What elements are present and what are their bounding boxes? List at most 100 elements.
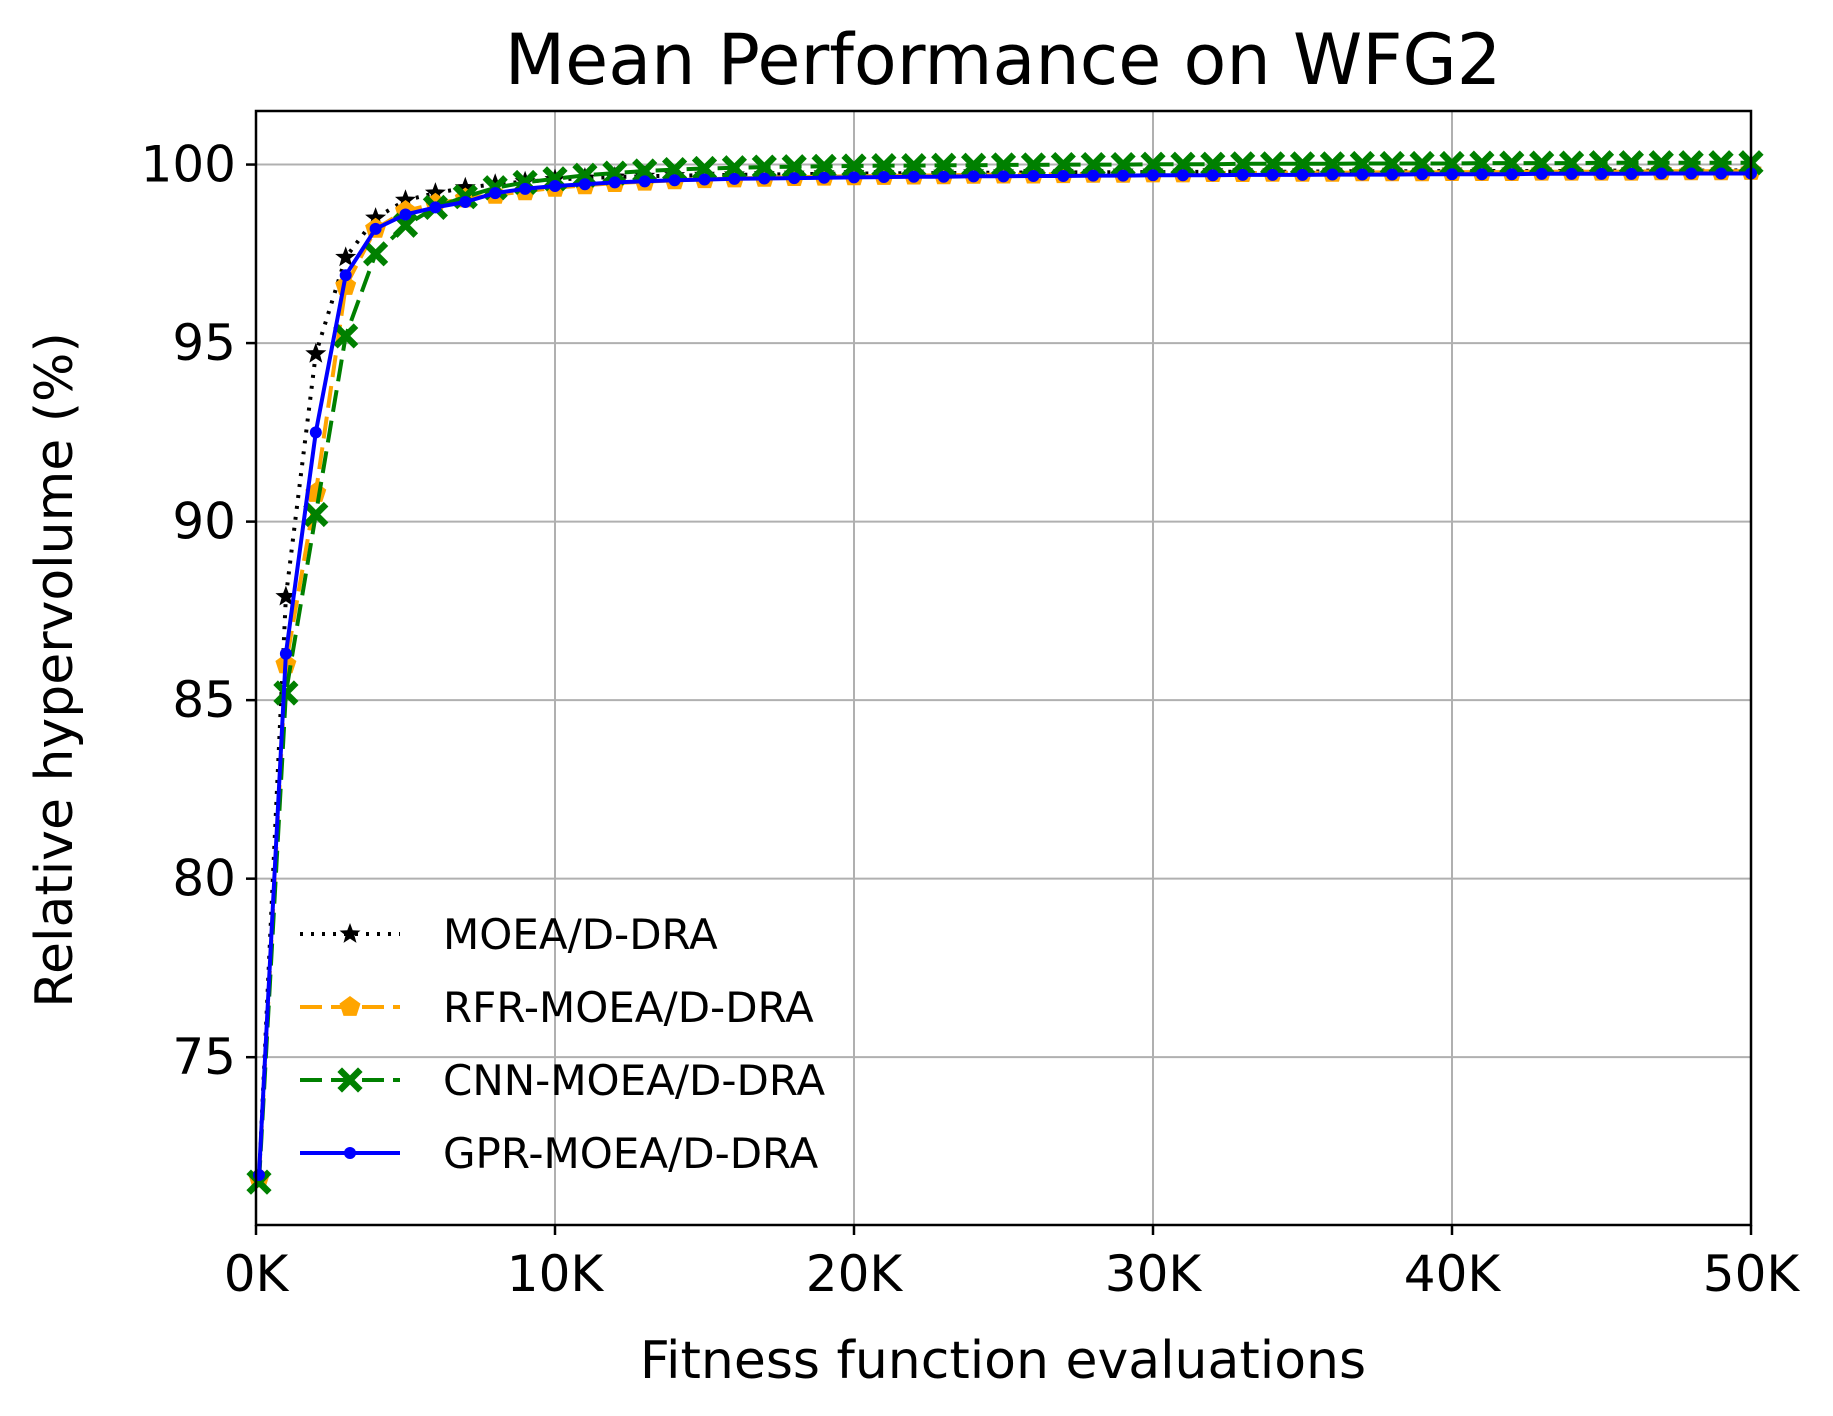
y-tick-label: 85 xyxy=(172,671,236,729)
data-point xyxy=(1715,167,1728,180)
data-point xyxy=(578,178,591,191)
y-tick-label: 80 xyxy=(172,850,236,908)
data-point xyxy=(1266,168,1279,181)
legend-marker xyxy=(339,923,361,943)
data-point xyxy=(1319,151,1345,177)
data-point xyxy=(429,201,442,214)
data-point xyxy=(632,158,658,184)
data-point xyxy=(1409,150,1435,177)
data-point xyxy=(275,585,297,606)
data-point xyxy=(1289,151,1316,177)
legend-entry: GPR-MOEA/D-DRA xyxy=(300,1129,819,1178)
data-point xyxy=(1565,167,1578,180)
data-point xyxy=(698,173,711,186)
series-line xyxy=(257,168,1752,1179)
data-point xyxy=(691,155,718,182)
data-point xyxy=(1559,150,1585,176)
data-point xyxy=(1200,151,1226,177)
data-point xyxy=(1326,168,1339,181)
data-point xyxy=(549,179,561,192)
data-point xyxy=(363,241,389,267)
data-point xyxy=(662,156,688,183)
data-point xyxy=(1147,169,1159,182)
data-point xyxy=(638,175,651,188)
data-point xyxy=(997,170,1010,183)
data-point xyxy=(392,212,419,238)
data-point xyxy=(1678,150,1704,176)
data-point xyxy=(1588,150,1615,176)
data-point xyxy=(1117,169,1130,182)
data-point xyxy=(608,176,621,189)
data-point xyxy=(907,170,920,183)
data-point xyxy=(1625,167,1638,180)
data-point xyxy=(395,189,416,210)
data-point xyxy=(1020,152,1046,178)
x-tick-label: 40K xyxy=(1404,1245,1502,1303)
data-point xyxy=(901,153,927,179)
data-point xyxy=(1648,150,1674,176)
data-point xyxy=(602,160,628,186)
data-point xyxy=(335,246,357,267)
data-point xyxy=(1236,168,1249,181)
data-point xyxy=(1110,151,1136,178)
data-point xyxy=(841,153,867,179)
data-point xyxy=(399,208,412,221)
y-tick-label: 75 xyxy=(172,1028,236,1086)
data-point xyxy=(728,172,741,185)
data-point xyxy=(937,170,950,183)
data-point xyxy=(1080,151,1106,178)
legend-marker xyxy=(344,1147,356,1159)
data-point xyxy=(1296,168,1309,181)
y-tick-label: 100 xyxy=(141,136,236,194)
data-point xyxy=(931,152,957,178)
legend-label: RFR-MOEA/D-DRA xyxy=(443,983,814,1032)
data-point xyxy=(818,171,831,184)
legend: MOEA/D-DRA RFR-MOEA/D-DRA CNN-MOEA/D-DRA GP… xyxy=(300,910,825,1178)
data-point xyxy=(1260,151,1286,177)
data-point xyxy=(572,162,598,188)
y-tick-label: 90 xyxy=(172,493,236,551)
data-point xyxy=(1595,167,1608,180)
legend-marker xyxy=(339,996,361,1016)
data-point xyxy=(1505,168,1518,181)
data-point xyxy=(1170,151,1196,177)
data-point xyxy=(305,342,327,363)
data-point xyxy=(1416,168,1429,181)
legend-entry: RFR-MOEA/D-DRA xyxy=(300,983,814,1032)
data-point xyxy=(788,172,801,185)
data-point xyxy=(279,647,292,660)
y-axis-title: Relative hypervolume (%) xyxy=(25,332,85,1008)
data-point xyxy=(339,269,352,282)
data-point xyxy=(1140,151,1166,177)
data-point xyxy=(1469,150,1495,176)
legend-label: CNN-MOEA/D-DRA xyxy=(443,1056,825,1105)
legend-entry: MOEA/D-DRA xyxy=(300,910,718,959)
data-point xyxy=(1475,168,1488,181)
data-point xyxy=(1349,150,1375,177)
data-point xyxy=(1057,169,1070,182)
data-point xyxy=(848,171,860,184)
data-point xyxy=(424,182,446,202)
axis-ticks: 0K 10K 20K 30K 40K 50K 75 80 85 90 95 100 xyxy=(141,136,1801,1303)
data-point xyxy=(877,171,890,184)
data-point xyxy=(309,426,322,439)
legend-label: GPR-MOEA/D-DRA xyxy=(443,1129,819,1178)
x-tick-label: 30K xyxy=(1105,1245,1203,1303)
x-tick-label: 50K xyxy=(1703,1245,1801,1303)
data-point xyxy=(1176,169,1189,182)
x-tick-label: 20K xyxy=(806,1245,904,1303)
data-point xyxy=(1529,150,1555,176)
data-point xyxy=(273,680,299,706)
series-cnn-moea-d-dra xyxy=(246,150,1764,1195)
data-point xyxy=(1439,150,1465,177)
series-layer xyxy=(246,150,1764,1195)
data-point xyxy=(1027,169,1040,182)
data-point xyxy=(758,172,771,185)
data-point xyxy=(781,154,807,180)
data-point xyxy=(1655,167,1668,180)
data-point xyxy=(1618,150,1644,176)
data-point xyxy=(1685,167,1698,180)
x-axis-title: Fitness function evaluations xyxy=(640,1331,1366,1391)
legend-marker xyxy=(337,1067,363,1093)
